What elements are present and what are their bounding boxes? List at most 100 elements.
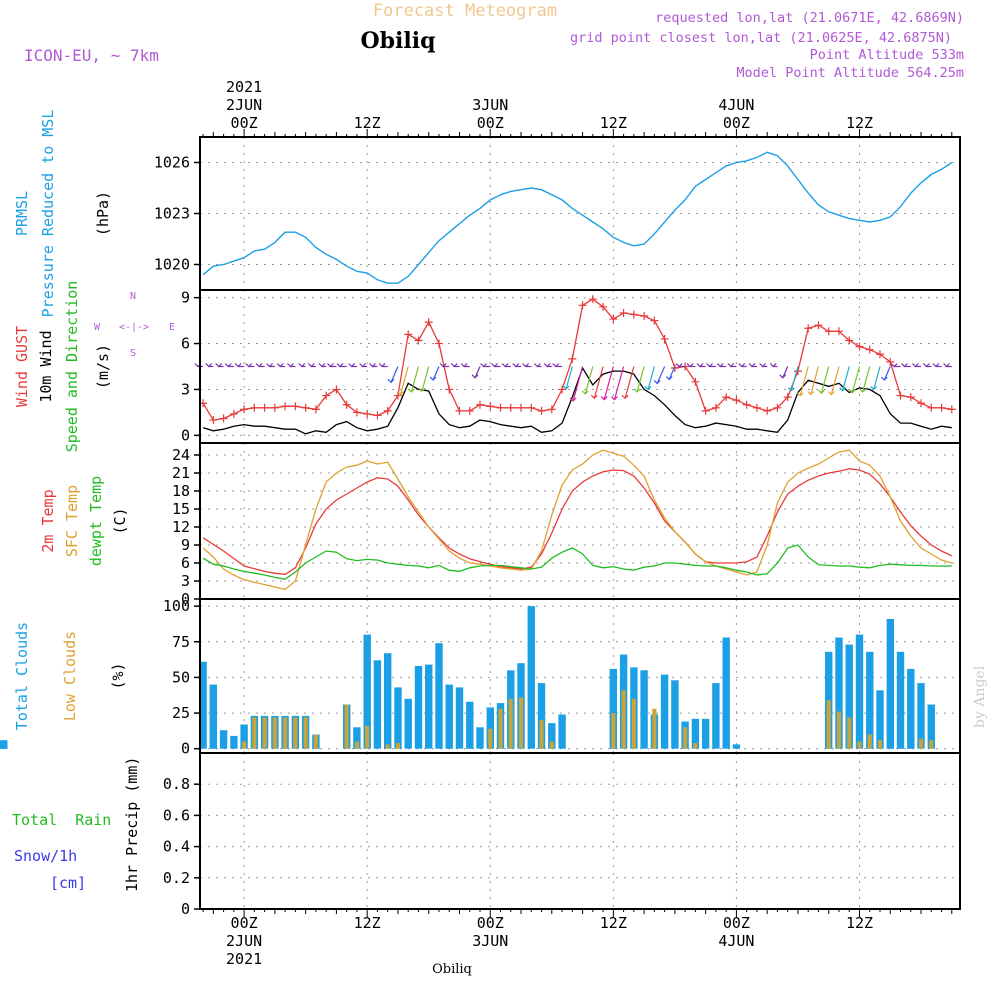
panel-label-wind: 10m Wind bbox=[37, 330, 55, 402]
wind-gust-marker bbox=[732, 396, 741, 405]
wind-gust-marker bbox=[722, 393, 731, 402]
wind-gust-marker bbox=[773, 403, 782, 412]
total-cloud-bar bbox=[609, 668, 617, 749]
wind-gust-marker bbox=[876, 350, 884, 359]
low-cloud-bar bbox=[929, 740, 934, 749]
bottom-time-label: 3JUN bbox=[472, 932, 508, 950]
low-cloud-bar bbox=[313, 734, 318, 749]
top-time-label: 4JUN bbox=[718, 96, 754, 114]
wind-gust-marker bbox=[865, 345, 874, 354]
dewpoint-line bbox=[202, 544, 952, 580]
total-cloud-bar bbox=[701, 718, 710, 749]
low-cloud-bar bbox=[242, 741, 247, 749]
wind-direction-arrowhead bbox=[839, 387, 847, 392]
low-cloud-bar bbox=[621, 690, 626, 749]
panel-label-temp: 2m Temp bbox=[39, 489, 57, 552]
low-cloud-bar bbox=[549, 741, 554, 749]
wind-direction-arrowhead bbox=[480, 363, 488, 368]
top-time-label: 2JUN bbox=[226, 96, 262, 114]
wind-direction-arrowhead bbox=[224, 363, 232, 368]
low-cloud-bar bbox=[611, 713, 616, 749]
total-cloud-bar bbox=[0, 741, 8, 749]
wind-gust-marker bbox=[424, 318, 433, 327]
low-cloud-bar bbox=[488, 728, 493, 749]
wind-direction-arrowhead bbox=[880, 376, 888, 381]
total-cloud-bar bbox=[435, 643, 443, 749]
low-cloud-bar bbox=[508, 698, 513, 749]
wind-gust-marker bbox=[301, 403, 310, 412]
wind-direction-arrowhead bbox=[408, 388, 415, 393]
total-cloud-bar bbox=[712, 683, 720, 749]
wind-gust-line bbox=[202, 298, 952, 421]
total-cloud-bar bbox=[394, 687, 402, 749]
total-cloud-bar bbox=[671, 680, 679, 749]
panel-label-temp: dewpt Temp bbox=[87, 476, 105, 566]
wind-direction-arrow bbox=[421, 366, 430, 392]
panel-label-pressure: PRMSL bbox=[13, 191, 31, 236]
panel-label-wind: Wind GUST bbox=[13, 326, 31, 407]
precip-legend-rain: Total Rain bbox=[12, 811, 111, 829]
wind-direction-arrowhead bbox=[533, 363, 541, 368]
bottom-time-label: 00Z bbox=[477, 914, 504, 932]
panel-label-wind: Speed and Direction bbox=[63, 281, 81, 453]
panel-label-temp: (C) bbox=[111, 507, 129, 534]
y-tick-label: 100 bbox=[163, 597, 190, 615]
wind-gust-marker bbox=[906, 393, 915, 402]
y-tick-label: 1023 bbox=[154, 205, 190, 223]
y-tick-label: 12 bbox=[172, 518, 190, 536]
wind-direction-arrowhead bbox=[859, 388, 867, 393]
wind-direction-arrow bbox=[636, 366, 645, 393]
y-tick-label: 0.4 bbox=[163, 838, 190, 856]
wind-direction-arrowhead bbox=[600, 396, 608, 401]
wind-direction-arrowhead bbox=[759, 363, 767, 368]
wind-direction-arrowhead bbox=[307, 363, 315, 368]
panel-wind: 0 3 6 9 Wind GUST 10m Wind Speed and Direction… bbox=[13, 281, 961, 453]
wind-gust-marker bbox=[742, 400, 751, 409]
wind-direction-arrowhead bbox=[205, 363, 213, 368]
wind-direction-arrowhead bbox=[686, 363, 694, 368]
low-cloud-bar bbox=[303, 717, 308, 749]
total-cloud-bar bbox=[845, 644, 853, 749]
temp-sfc-line bbox=[202, 449, 952, 591]
wind-direction-arrowhead bbox=[318, 363, 326, 368]
total-cloud-bar bbox=[537, 683, 546, 749]
y-tick-label: 15 bbox=[172, 500, 190, 518]
y-tick-label: 6 bbox=[181, 554, 190, 572]
y-tick-label: 75 bbox=[172, 633, 190, 651]
bottom-time-label: 4JUN bbox=[718, 932, 754, 950]
wind-gust-marker bbox=[240, 405, 249, 414]
compass-east: E bbox=[169, 322, 175, 333]
low-cloud-bar bbox=[919, 738, 924, 749]
wind-gust-marker bbox=[650, 316, 659, 325]
wind-direction-arrow bbox=[410, 366, 420, 393]
total-cloud-bar bbox=[373, 660, 382, 749]
y-tick-label: 18 bbox=[172, 482, 190, 500]
wind-gust-marker bbox=[640, 312, 649, 321]
wind-gust-marker bbox=[660, 334, 669, 343]
panel-pressure: 1020 1023 1026 PRMSL Pressure Reduced to MSL… bbox=[13, 110, 961, 318]
total-cloud-bar bbox=[855, 634, 864, 749]
panel-label-pressure: Pressure Reduced to MSL bbox=[39, 110, 57, 318]
wind-direction-arrowhead bbox=[738, 363, 746, 368]
wind-gust-marker bbox=[404, 330, 413, 339]
wind-gust-marker bbox=[363, 409, 372, 418]
wind-direction-arrow bbox=[790, 366, 799, 391]
wind-gust-marker bbox=[896, 391, 905, 400]
wind-direction-arrow bbox=[593, 366, 604, 399]
wind-direction-arrowhead bbox=[932, 363, 940, 368]
wind-gust-marker bbox=[229, 409, 238, 418]
wind-gust-marker bbox=[291, 402, 300, 411]
wind-gust-marker bbox=[209, 416, 218, 425]
wind-direction-arrowhead bbox=[562, 385, 570, 390]
wind-direction-arrowhead bbox=[817, 389, 825, 395]
total-cloud-bar bbox=[876, 690, 884, 749]
requested-coords: requested lon,lat (21.0671E, 42.6869N) bbox=[655, 10, 964, 26]
wind-direction-arrowhead bbox=[387, 378, 395, 384]
panel-label-clouds: Low Clouds bbox=[61, 631, 79, 721]
wind-direction-arrowhead bbox=[450, 363, 458, 368]
wind-direction-arrowhead bbox=[491, 363, 498, 368]
compass-arrow: <-|-> bbox=[119, 322, 149, 333]
total-cloud-bar bbox=[927, 704, 935, 749]
